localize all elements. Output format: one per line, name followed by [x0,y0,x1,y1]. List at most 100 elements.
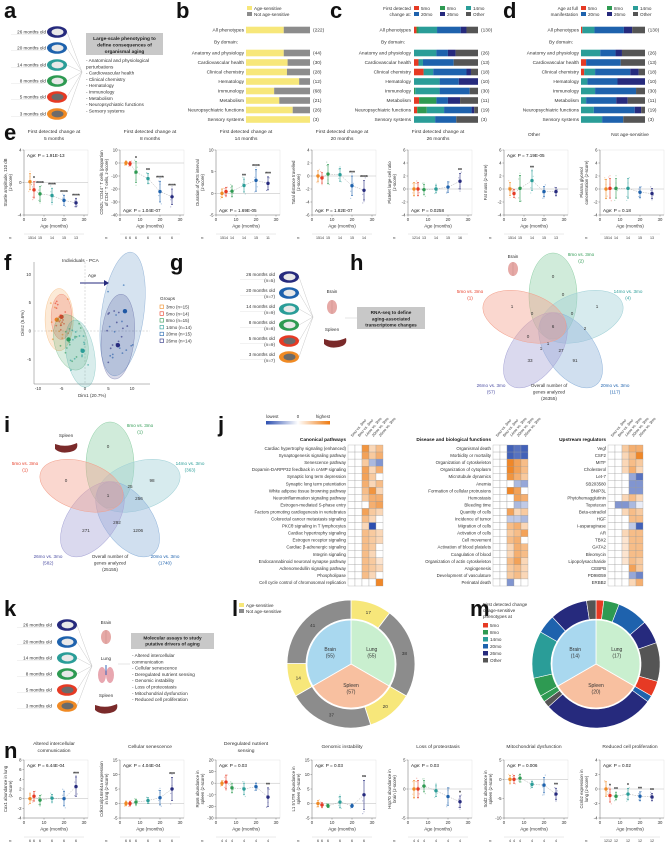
heatmap-cell [368,578,377,587]
sample-size: 4 [243,839,245,843]
cohort-n: (n=9) [264,342,275,347]
legend-swatch [440,12,445,16]
mouse-icon [279,303,299,315]
heatmap-cell [635,465,644,474]
raw-point [338,177,340,179]
heatmap-cell [499,564,508,573]
raw-point [412,793,414,795]
domain-label: Anatomy and physiology [192,51,245,57]
trend-line [509,180,556,194]
cohort-row: 20 months old [17,636,93,667]
overall-genes-label: Overall number of [92,554,129,559]
sample-size: 4 [543,839,545,843]
heatmap-cell [368,487,377,495]
raw-point [75,774,77,777]
venn-set-count: (1740) [158,561,172,566]
cohort-n: (n=7) [264,358,275,363]
raw-point [556,188,558,191]
raw-point [350,190,352,192]
bar-segment [292,106,310,114]
mean-point [320,803,324,807]
sample-point [50,329,53,332]
venn-region-count: 0 [65,478,68,483]
bar-segment [595,87,637,95]
bar-segment [458,78,478,85]
mean-point [518,776,522,780]
raw-point [171,186,173,188]
bar-segment [581,78,588,85]
mean-point [74,784,78,789]
cohort-row: 3 months old(n=7) [240,316,314,363]
raw-point [129,805,131,808]
heatmap-cell [492,529,501,537]
organ-label: Brain [101,620,112,625]
heatmap-cell [628,487,637,495]
mean-point [604,187,608,191]
mouse-icon [57,684,77,696]
venn-region-count: 98 [149,478,155,483]
legend-label: 5mo (n=14) [166,311,190,316]
sample-point [55,300,58,303]
segment-other [638,642,661,682]
bar-segment [279,97,310,104]
raw-point [146,172,148,174]
heatmap-cell [354,494,363,502]
panel-e: First detected change at5 monthsStartle … [3,129,665,240]
p-value-label: Age: P = 0.0258 [411,208,444,213]
heatmap-cell [607,557,616,565]
sample-size: 15 [350,236,354,240]
by-domain-label: By domain: [214,40,238,46]
heatmap-cell [361,571,370,580]
sample-size: 6 [39,839,41,843]
heatmap-cell [347,536,356,544]
raw-point [268,788,270,790]
mean-point [518,186,522,191]
box-title: define consequences of [97,43,152,49]
y-tick-label: 10 [113,772,118,777]
x-tick-label: 10 [138,820,143,825]
heatmap-cell [614,508,623,516]
cohort-label: 3 months old [26,704,53,709]
heatmap-cell [368,564,377,573]
raw-point [224,786,226,788]
mean-point [158,796,162,800]
panel-label-l: l [232,596,238,621]
heatmap-cell [368,557,377,565]
bar-segment [593,106,635,114]
y-axis-label: Cox1 abundance in lung [3,765,8,812]
mouse-icon [47,91,67,103]
legend-label: 26mo [614,12,626,17]
y-axis-label: in lung (z-score) [104,773,109,804]
legend-label: 5mo [588,6,597,11]
mouse-fur [283,353,296,361]
x-axis-label: Age (months) [136,827,164,832]
heatmap-cell [375,508,384,516]
raw-point [416,777,418,779]
significance-stars: **** [168,184,176,190]
domain-label: Anatomy and physiology [527,51,580,57]
sample-point [108,312,111,314]
bar-segment [246,68,287,76]
bar-segment [586,59,621,66]
y-axis-label: brain (z-score) [392,775,397,803]
n-label: n: [585,839,588,843]
domain-label: Hematology [218,79,244,85]
heatmap-cell [375,494,384,502]
plot-frame [119,759,185,819]
spleen-icon [95,704,118,714]
heatmap-cell [499,451,508,460]
venn-region-count: 33 [527,358,533,363]
mouse-icon [57,652,77,664]
heatmap-cell [607,473,616,481]
panel-label-i: i [4,412,10,437]
heatmap-cell [520,444,529,453]
mean-point [512,191,516,196]
bar-segment [414,59,419,66]
x-tick-label: 30 [178,217,183,222]
mouse-fur [61,638,74,646]
x-tick-label: 0 [599,217,602,222]
cohort-n: (n=9) [264,310,275,315]
raw-point [224,194,226,196]
legend-title: phenotypes at [483,614,513,619]
